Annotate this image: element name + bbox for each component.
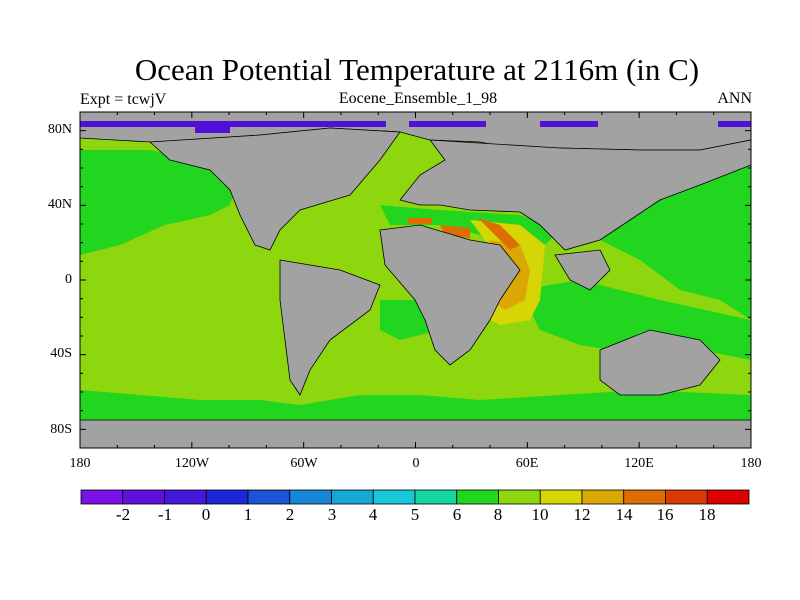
colorbar-label-8: 8 [493, 505, 503, 524]
med-orange-3 [478, 218, 520, 250]
colorbar-label-3: 3 [327, 505, 337, 524]
north-pacific-green [80, 150, 240, 255]
colorbar-label-6: 6 [452, 505, 462, 524]
lon-label-120w: 120W [174, 456, 210, 471]
ensemble-label: Eocene_Ensemble_1_98 [338, 90, 498, 107]
axis-ticks [79, 112, 752, 448]
land-north-america [149, 127, 401, 251]
colorbar-label-2: 2 [285, 505, 295, 524]
colorbar-label-0: 0 [201, 505, 211, 524]
arctic-band-4 [718, 121, 751, 127]
arctic-band-3 [540, 121, 598, 127]
experiment-label: Expt = tcwjV [80, 91, 167, 108]
arctic-band-2 [409, 121, 486, 127]
land-eurasia [399, 139, 752, 251]
southern-ocean-green [80, 390, 751, 420]
land-australia [599, 329, 721, 396]
lon-label-60w: 60W [290, 456, 318, 471]
season-label: ANN [717, 90, 752, 107]
lon-label-120e: 120E [624, 456, 654, 471]
lat-label-0: 0 [65, 272, 72, 287]
lat-label-80n: 80N [47, 122, 72, 137]
colorbar-label-10: 10 [531, 505, 549, 524]
colorbar-label-4: 4 [368, 505, 378, 524]
lon-label-0: 0 [412, 456, 420, 471]
colorbar-label-14: 14 [615, 505, 633, 524]
land-india [554, 249, 611, 291]
lat-label-40n: 40N [47, 197, 72, 212]
lon-label-180w: 180 [69, 456, 91, 471]
west-pacific-green [600, 165, 751, 320]
lat-label-80s: 80S [50, 422, 72, 437]
colorbar-label-m2: -2 [115, 505, 131, 524]
colorbar-label-18: 18 [698, 505, 716, 524]
colorbar-label-1: 1 [243, 505, 253, 524]
ocean-temperature-fields [80, 150, 751, 420]
map-title: Ocean Potential Temperature at 2116m (in… [134, 52, 700, 87]
lat-label-40s: 40S [50, 346, 72, 361]
colorbar-label-m1: -1 [157, 505, 173, 524]
land-africa [379, 224, 521, 366]
colorbar-label-12: 12 [573, 505, 591, 524]
land-south-america [279, 259, 381, 396]
arctic-cold-bands [80, 121, 751, 133]
lon-label-60e: 60E [515, 456, 539, 471]
arctic-band-1 [80, 121, 386, 133]
colorbar-label-16: 16 [656, 505, 674, 524]
colorbar-label-5: 5 [410, 505, 420, 524]
med-orange-1 [408, 218, 432, 224]
lon-label-180e: 180 [740, 456, 762, 471]
